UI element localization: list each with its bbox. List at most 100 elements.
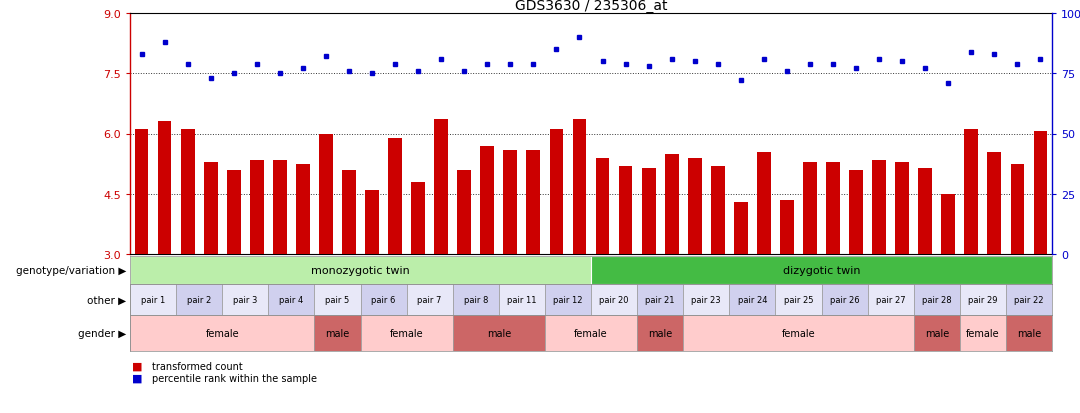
Text: pair 7: pair 7 (418, 295, 442, 304)
Bar (1034, 132, 1048, 254)
Bar (1011, 164, 1024, 254)
Text: pair 25: pair 25 (784, 295, 813, 304)
Bar (595, 158, 609, 254)
Bar (268, 284, 314, 315)
Bar (411, 182, 426, 254)
Bar (665, 154, 678, 254)
Bar (319, 134, 333, 254)
Bar (130, 284, 176, 315)
Text: pair 28: pair 28 (922, 295, 951, 304)
Bar (249, 160, 264, 254)
Text: male: male (648, 328, 672, 338)
Text: pair 26: pair 26 (829, 295, 860, 304)
Text: ■: ■ (132, 361, 143, 371)
Bar (503, 150, 517, 254)
Text: pair 27: pair 27 (876, 295, 905, 304)
Bar (545, 315, 637, 351)
Bar (388, 138, 402, 254)
Bar (135, 130, 148, 254)
Text: percentile rank within the sample: percentile rank within the sample (151, 373, 316, 383)
Bar (481, 146, 495, 254)
Text: pair 21: pair 21 (646, 295, 675, 304)
Text: genotype/variation ▶: genotype/variation ▶ (15, 266, 126, 275)
Text: pair 11: pair 11 (508, 295, 537, 304)
Bar (619, 166, 633, 254)
Bar (227, 170, 241, 254)
Bar (637, 315, 684, 351)
Text: dizygotic twin: dizygotic twin (783, 266, 861, 275)
Bar (914, 284, 960, 315)
Text: female: female (782, 328, 815, 338)
Text: pair 12: pair 12 (553, 295, 583, 304)
Bar (711, 166, 725, 254)
Bar (873, 160, 886, 254)
Bar (914, 315, 960, 351)
Bar (637, 284, 684, 315)
Bar (572, 120, 586, 254)
Bar (222, 284, 268, 315)
Text: female: female (390, 328, 423, 338)
Text: pair 22: pair 22 (1014, 295, 1043, 304)
Bar (895, 162, 909, 254)
Bar (130, 315, 314, 351)
Text: male: male (325, 328, 350, 338)
Bar (826, 162, 840, 254)
Bar (314, 315, 361, 351)
Text: pair 4: pair 4 (280, 295, 303, 304)
Bar (550, 130, 564, 254)
Bar (688, 158, 702, 254)
Bar (406, 284, 453, 315)
Bar (365, 190, 379, 254)
Bar (942, 194, 955, 254)
Text: pair 6: pair 6 (372, 295, 395, 304)
Bar (361, 315, 453, 351)
Bar (775, 284, 822, 315)
Bar (867, 284, 914, 315)
Text: male: male (1017, 328, 1041, 338)
Text: female: female (575, 328, 608, 338)
Text: transformed count: transformed count (151, 361, 242, 371)
Text: pair 23: pair 23 (691, 295, 721, 304)
Bar (314, 284, 361, 315)
Bar (729, 284, 775, 315)
Bar (684, 315, 914, 351)
Bar (342, 170, 356, 254)
Bar (204, 162, 217, 254)
Bar (684, 284, 729, 315)
Bar (1005, 284, 1052, 315)
Text: gender ▶: gender ▶ (78, 328, 126, 338)
Bar (960, 315, 1005, 351)
Text: pair 5: pair 5 (325, 295, 350, 304)
Text: pair 2: pair 2 (187, 295, 212, 304)
Bar (130, 256, 591, 284)
Bar (642, 168, 656, 254)
Text: pair 20: pair 20 (599, 295, 629, 304)
Bar (453, 315, 545, 351)
Text: pair 24: pair 24 (738, 295, 767, 304)
Bar (1005, 315, 1052, 351)
Text: male: male (487, 328, 511, 338)
Bar (158, 122, 172, 254)
Bar (176, 284, 222, 315)
Text: male: male (924, 328, 949, 338)
Text: ■: ■ (132, 373, 143, 383)
Bar (296, 164, 310, 254)
Text: pair 1: pair 1 (140, 295, 165, 304)
Bar (804, 162, 816, 254)
Bar (757, 152, 771, 254)
Bar (591, 256, 1052, 284)
Bar (457, 170, 471, 254)
Bar (545, 284, 591, 315)
Bar (180, 130, 194, 254)
Bar (273, 160, 287, 254)
Bar (960, 284, 1005, 315)
Bar (918, 168, 932, 254)
Bar (780, 200, 794, 254)
Text: female: female (966, 328, 1000, 338)
Bar (453, 284, 499, 315)
Title: GDS3630 / 235306_at: GDS3630 / 235306_at (515, 0, 667, 13)
Bar (987, 152, 1001, 254)
Text: female: female (205, 328, 239, 338)
Text: other ▶: other ▶ (86, 295, 126, 305)
Text: monozygotic twin: monozygotic twin (311, 266, 410, 275)
